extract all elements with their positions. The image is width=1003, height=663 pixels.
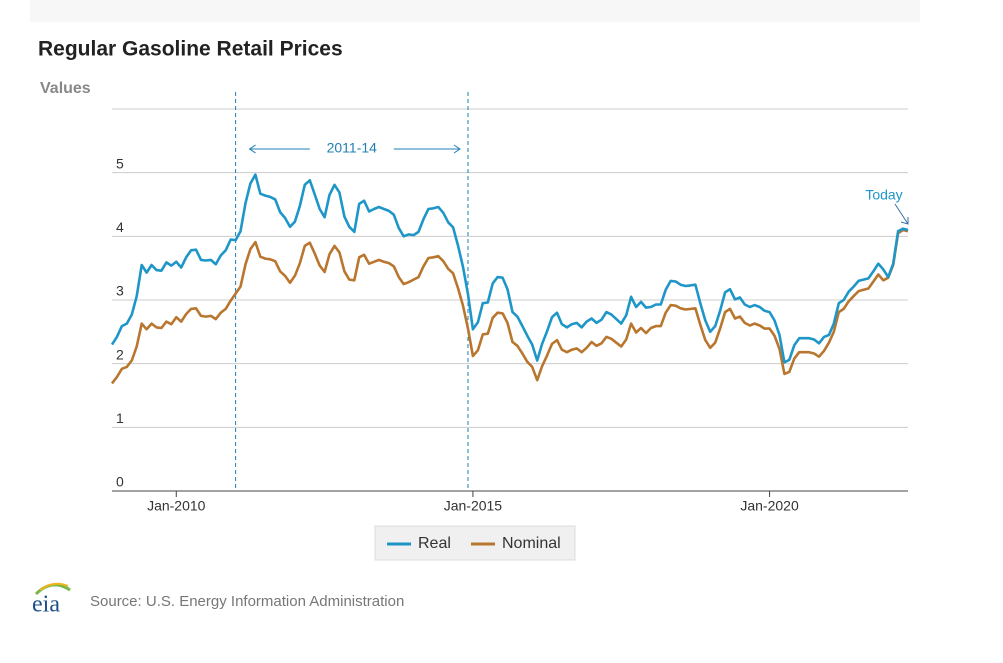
y-tick-label: 0 <box>116 474 124 490</box>
y-tick-label: 3 <box>116 283 124 299</box>
x-tick-label: Jan-2015 <box>444 498 503 514</box>
x-tick-label: Jan-2010 <box>147 498 206 514</box>
y-tick-label: 1 <box>116 410 124 426</box>
legend-label: Nominal <box>502 535 561 552</box>
logo-text: eia <box>32 592 60 618</box>
annotation-arrow <box>393 144 461 154</box>
top-band <box>30 0 920 22</box>
y-axis-label: Values <box>40 80 91 97</box>
logo: eia <box>32 582 71 618</box>
annotation: Today <box>865 187 902 203</box>
x-tick-label: Jan-2020 <box>740 498 799 514</box>
annotation-arrow <box>248 144 310 154</box>
line-series <box>110 228 909 385</box>
y-tick-label: 4 <box>116 219 124 235</box>
annotation-arrow <box>894 203 909 225</box>
chart-title: Regular Gasoline Retail Prices <box>38 38 343 61</box>
annotation: 2011-14 <box>327 140 378 156</box>
line-series <box>110 173 909 364</box>
source: Source: U.S. Energy Information Administ… <box>90 593 404 610</box>
y-tick-label: 2 <box>116 346 124 362</box>
y-tick-label: 5 <box>116 155 124 171</box>
logo-arc <box>39 582 69 591</box>
legend-label: Real <box>418 535 451 552</box>
